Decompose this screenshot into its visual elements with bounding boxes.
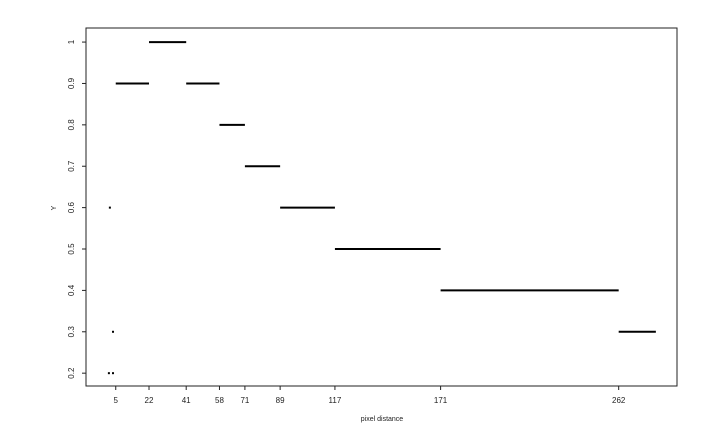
y-tick-label: 0.7 [67,160,76,172]
x-tick-label: 22 [145,396,154,405]
x-tick-label: 262 [612,396,626,405]
x-axis-label: pixel distance [361,416,404,423]
x-tick-label: 171 [434,396,448,405]
y-axis: 0.2 0.3 0.4 0.5 0.6 0.7 0.8 0.9 1 [67,39,86,379]
y-tick-label: 1 [67,39,76,44]
x-tick-label: 5 [114,396,119,405]
data-marks [107,41,656,375]
x-axis: 5 22 41 58 71 89 117 171 262 [114,386,626,405]
x-tick-label: 89 [276,396,285,405]
y-tick-label: 0.5 [67,243,76,255]
y-tick-label: 0.4 [67,284,76,296]
x-tick-label: 117 [329,396,342,405]
y-tick-label: 0.2 [67,367,76,379]
data-point [108,206,111,209]
x-tick-label: 71 [240,396,249,405]
x-tick-label: 58 [215,396,224,405]
data-point [112,330,115,333]
plot-frame [85,27,678,387]
y-axis-label: Y [51,205,58,210]
y-tick-label: 0.3 [67,326,76,338]
y-tick-label: 0.8 [67,119,76,131]
y-tick-label: 0.6 [67,202,76,214]
data-point [112,372,115,375]
y-tick-label: 0.9 [67,77,76,89]
data-point [107,372,110,375]
x-tick-label: 41 [182,396,191,405]
